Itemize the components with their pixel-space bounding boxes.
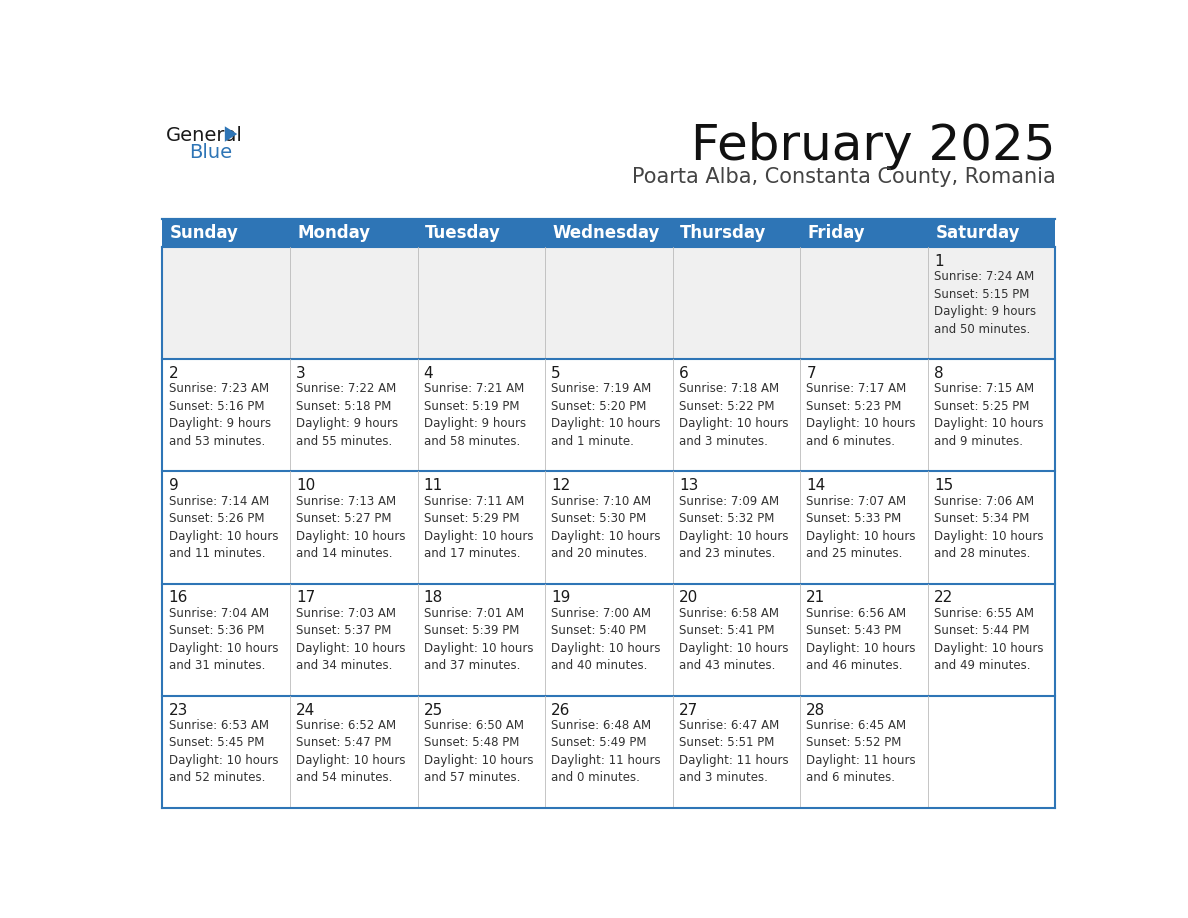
Text: February 2025: February 2025 [690,122,1055,171]
Text: 19: 19 [551,590,570,606]
Bar [672,219,801,247]
Text: General: General [166,126,244,144]
Text: Sunrise: 6:55 AM
Sunset: 5:44 PM
Daylight: 10 hours
and 49 minutes.: Sunrise: 6:55 AM Sunset: 5:44 PM Dayligh… [934,607,1043,672]
Text: 20: 20 [678,590,699,606]
Text: 8: 8 [934,366,943,381]
Text: Sunrise: 7:21 AM
Sunset: 5:19 PM
Daylight: 9 hours
and 58 minutes.: Sunrise: 7:21 AM Sunset: 5:19 PM Dayligh… [424,383,526,448]
Bar [163,247,1055,359]
Text: Wednesday: Wednesday [552,224,661,242]
Text: Sunrise: 6:50 AM
Sunset: 5:48 PM
Daylight: 10 hours
and 57 minutes.: Sunrise: 6:50 AM Sunset: 5:48 PM Dayligh… [424,719,533,784]
Text: Sunrise: 7:07 AM
Sunset: 5:33 PM
Daylight: 10 hours
and 25 minutes.: Sunrise: 7:07 AM Sunset: 5:33 PM Dayligh… [807,495,916,560]
Text: Sunrise: 7:06 AM
Sunset: 5:34 PM
Daylight: 10 hours
and 28 minutes.: Sunrise: 7:06 AM Sunset: 5:34 PM Dayligh… [934,495,1043,560]
Text: Sunrise: 7:01 AM
Sunset: 5:39 PM
Daylight: 10 hours
and 37 minutes.: Sunrise: 7:01 AM Sunset: 5:39 PM Dayligh… [424,607,533,672]
Text: Sunrise: 6:45 AM
Sunset: 5:52 PM
Daylight: 11 hours
and 6 minutes.: Sunrise: 6:45 AM Sunset: 5:52 PM Dayligh… [807,719,916,784]
Bar [801,219,928,247]
Bar [163,219,290,247]
Text: 10: 10 [296,478,316,493]
Text: 5: 5 [551,366,561,381]
Text: Sunrise: 7:15 AM
Sunset: 5:25 PM
Daylight: 10 hours
and 9 minutes.: Sunrise: 7:15 AM Sunset: 5:25 PM Dayligh… [934,383,1043,448]
Text: 9: 9 [169,478,178,493]
Text: Sunrise: 6:53 AM
Sunset: 5:45 PM
Daylight: 10 hours
and 52 minutes.: Sunrise: 6:53 AM Sunset: 5:45 PM Dayligh… [169,719,278,784]
Text: Sunrise: 6:48 AM
Sunset: 5:49 PM
Daylight: 11 hours
and 0 minutes.: Sunrise: 6:48 AM Sunset: 5:49 PM Dayligh… [551,719,661,784]
Text: 23: 23 [169,702,188,718]
Text: Friday: Friday [808,224,865,242]
Text: Blue: Blue [190,142,233,162]
Bar [163,472,1055,584]
Text: Sunrise: 7:14 AM
Sunset: 5:26 PM
Daylight: 10 hours
and 11 minutes.: Sunrise: 7:14 AM Sunset: 5:26 PM Dayligh… [169,495,278,560]
Text: Sunrise: 6:47 AM
Sunset: 5:51 PM
Daylight: 11 hours
and 3 minutes.: Sunrise: 6:47 AM Sunset: 5:51 PM Dayligh… [678,719,789,784]
Text: Sunrise: 7:11 AM
Sunset: 5:29 PM
Daylight: 10 hours
and 17 minutes.: Sunrise: 7:11 AM Sunset: 5:29 PM Dayligh… [424,495,533,560]
Text: Sunday: Sunday [170,224,239,242]
Text: 3: 3 [296,366,307,381]
Text: 12: 12 [551,478,570,493]
Text: 14: 14 [807,478,826,493]
Text: Sunrise: 7:22 AM
Sunset: 5:18 PM
Daylight: 9 hours
and 55 minutes.: Sunrise: 7:22 AM Sunset: 5:18 PM Dayligh… [296,383,398,448]
Text: Sunrise: 7:10 AM
Sunset: 5:30 PM
Daylight: 10 hours
and 20 minutes.: Sunrise: 7:10 AM Sunset: 5:30 PM Dayligh… [551,495,661,560]
Text: Sunrise: 6:58 AM
Sunset: 5:41 PM
Daylight: 10 hours
and 43 minutes.: Sunrise: 6:58 AM Sunset: 5:41 PM Dayligh… [678,607,789,672]
Text: 22: 22 [934,590,953,606]
Text: Thursday: Thursday [681,224,766,242]
Bar [163,359,1055,472]
Text: Sunrise: 7:18 AM
Sunset: 5:22 PM
Daylight: 10 hours
and 3 minutes.: Sunrise: 7:18 AM Sunset: 5:22 PM Dayligh… [678,383,789,448]
Text: 16: 16 [169,590,188,606]
Text: Monday: Monday [298,224,371,242]
Bar [545,219,672,247]
Bar [290,219,417,247]
Text: 4: 4 [424,366,434,381]
Bar [163,584,1055,696]
Text: Saturday: Saturday [935,224,1019,242]
Text: Sunrise: 6:52 AM
Sunset: 5:47 PM
Daylight: 10 hours
and 54 minutes.: Sunrise: 6:52 AM Sunset: 5:47 PM Dayligh… [296,719,405,784]
Text: 17: 17 [296,590,316,606]
Text: 18: 18 [424,590,443,606]
Bar [928,219,1055,247]
Text: Sunrise: 7:04 AM
Sunset: 5:36 PM
Daylight: 10 hours
and 31 minutes.: Sunrise: 7:04 AM Sunset: 5:36 PM Dayligh… [169,607,278,672]
Text: Sunrise: 7:19 AM
Sunset: 5:20 PM
Daylight: 10 hours
and 1 minute.: Sunrise: 7:19 AM Sunset: 5:20 PM Dayligh… [551,383,661,448]
Text: Sunrise: 7:13 AM
Sunset: 5:27 PM
Daylight: 10 hours
and 14 minutes.: Sunrise: 7:13 AM Sunset: 5:27 PM Dayligh… [296,495,405,560]
Text: Sunrise: 7:17 AM
Sunset: 5:23 PM
Daylight: 10 hours
and 6 minutes.: Sunrise: 7:17 AM Sunset: 5:23 PM Dayligh… [807,383,916,448]
Text: Sunrise: 7:00 AM
Sunset: 5:40 PM
Daylight: 10 hours
and 40 minutes.: Sunrise: 7:00 AM Sunset: 5:40 PM Dayligh… [551,607,661,672]
Bar [417,219,545,247]
Text: Sunrise: 7:03 AM
Sunset: 5:37 PM
Daylight: 10 hours
and 34 minutes.: Sunrise: 7:03 AM Sunset: 5:37 PM Dayligh… [296,607,405,672]
Text: 25: 25 [424,702,443,718]
Text: 7: 7 [807,366,816,381]
Text: 15: 15 [934,478,953,493]
Text: Sunrise: 7:24 AM
Sunset: 5:15 PM
Daylight: 9 hours
and 50 minutes.: Sunrise: 7:24 AM Sunset: 5:15 PM Dayligh… [934,270,1036,336]
Text: 11: 11 [424,478,443,493]
Text: Tuesday: Tuesday [425,224,501,242]
Text: Sunrise: 7:09 AM
Sunset: 5:32 PM
Daylight: 10 hours
and 23 minutes.: Sunrise: 7:09 AM Sunset: 5:32 PM Dayligh… [678,495,789,560]
Text: Sunrise: 7:23 AM
Sunset: 5:16 PM
Daylight: 9 hours
and 53 minutes.: Sunrise: 7:23 AM Sunset: 5:16 PM Dayligh… [169,383,271,448]
Text: Poarta Alba, Constanta County, Romania: Poarta Alba, Constanta County, Romania [632,167,1055,187]
Text: 21: 21 [807,590,826,606]
Text: 6: 6 [678,366,689,381]
Text: 28: 28 [807,702,826,718]
Text: 1: 1 [934,254,943,269]
Text: 24: 24 [296,702,316,718]
Text: 13: 13 [678,478,699,493]
Text: Sunrise: 6:56 AM
Sunset: 5:43 PM
Daylight: 10 hours
and 46 minutes.: Sunrise: 6:56 AM Sunset: 5:43 PM Dayligh… [807,607,916,672]
Text: 26: 26 [551,702,570,718]
Polygon shape [225,127,238,141]
Text: 27: 27 [678,702,699,718]
Bar [163,696,1055,808]
Text: 2: 2 [169,366,178,381]
